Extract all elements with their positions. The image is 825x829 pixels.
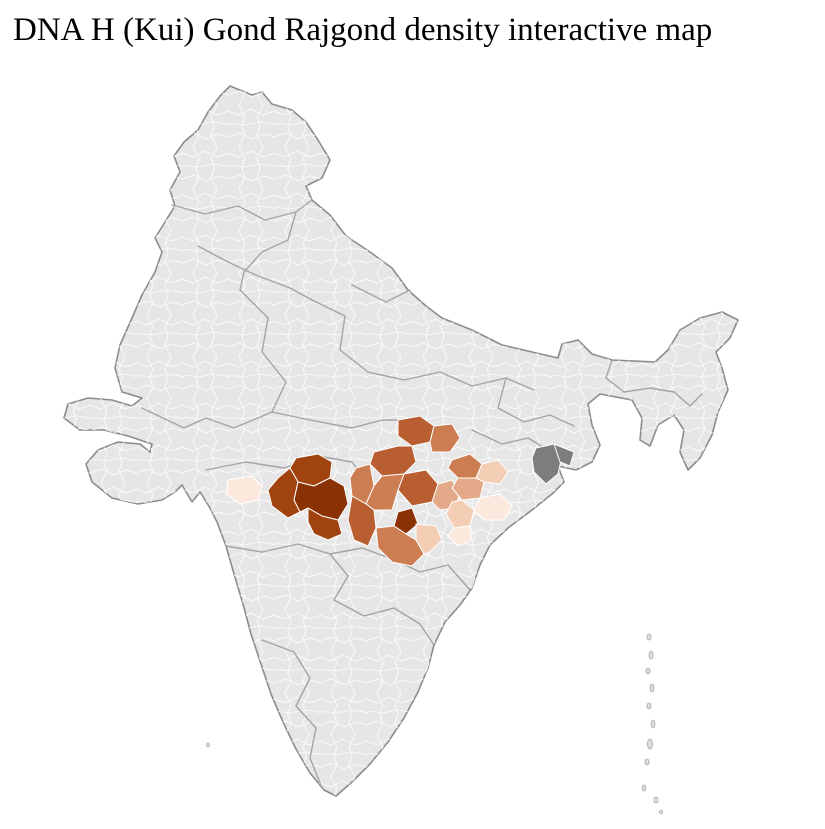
district-mid-11[interactable] [415,523,443,555]
state-border [197,245,313,301]
state-border [351,284,411,303]
state-border [311,299,535,391]
state-border [261,639,323,789]
state-border [605,359,675,393]
district-east-6[interactable] [447,525,473,547]
density-districts [225,415,575,567]
district-mid-3[interactable] [369,445,417,477]
island[interactable] [650,719,656,729]
state-border [673,391,703,407]
district-pale-west[interactable] [225,475,263,505]
state-border [239,211,297,291]
state-border [171,199,313,221]
island[interactable] [647,738,653,750]
island[interactable] [659,809,663,815]
island[interactable] [649,683,655,693]
island[interactable] [644,758,650,766]
state-border [225,543,396,561]
district-boundaries-mesh [64,86,738,796]
state-border [394,559,471,591]
island-chain [206,633,663,815]
district-mid-2[interactable] [429,423,461,453]
district-mid-8[interactable] [347,495,377,547]
state-border [329,553,435,646]
page-title: DNA H (Kui) Gond Rajgond density interac… [13,12,713,48]
island[interactable] [653,796,659,804]
state-border [497,377,575,427]
island[interactable] [645,667,651,675]
state-border [271,411,399,429]
district-dark-4[interactable] [307,507,343,541]
district-gray-2[interactable] [553,443,575,467]
district-mid-7[interactable] [393,507,419,535]
island[interactable] [641,784,647,792]
state-border [471,429,549,451]
island[interactable] [206,742,210,748]
island[interactable] [646,702,652,710]
island[interactable] [646,633,652,641]
district-mid-6[interactable] [365,473,405,511]
island[interactable] [648,650,654,660]
